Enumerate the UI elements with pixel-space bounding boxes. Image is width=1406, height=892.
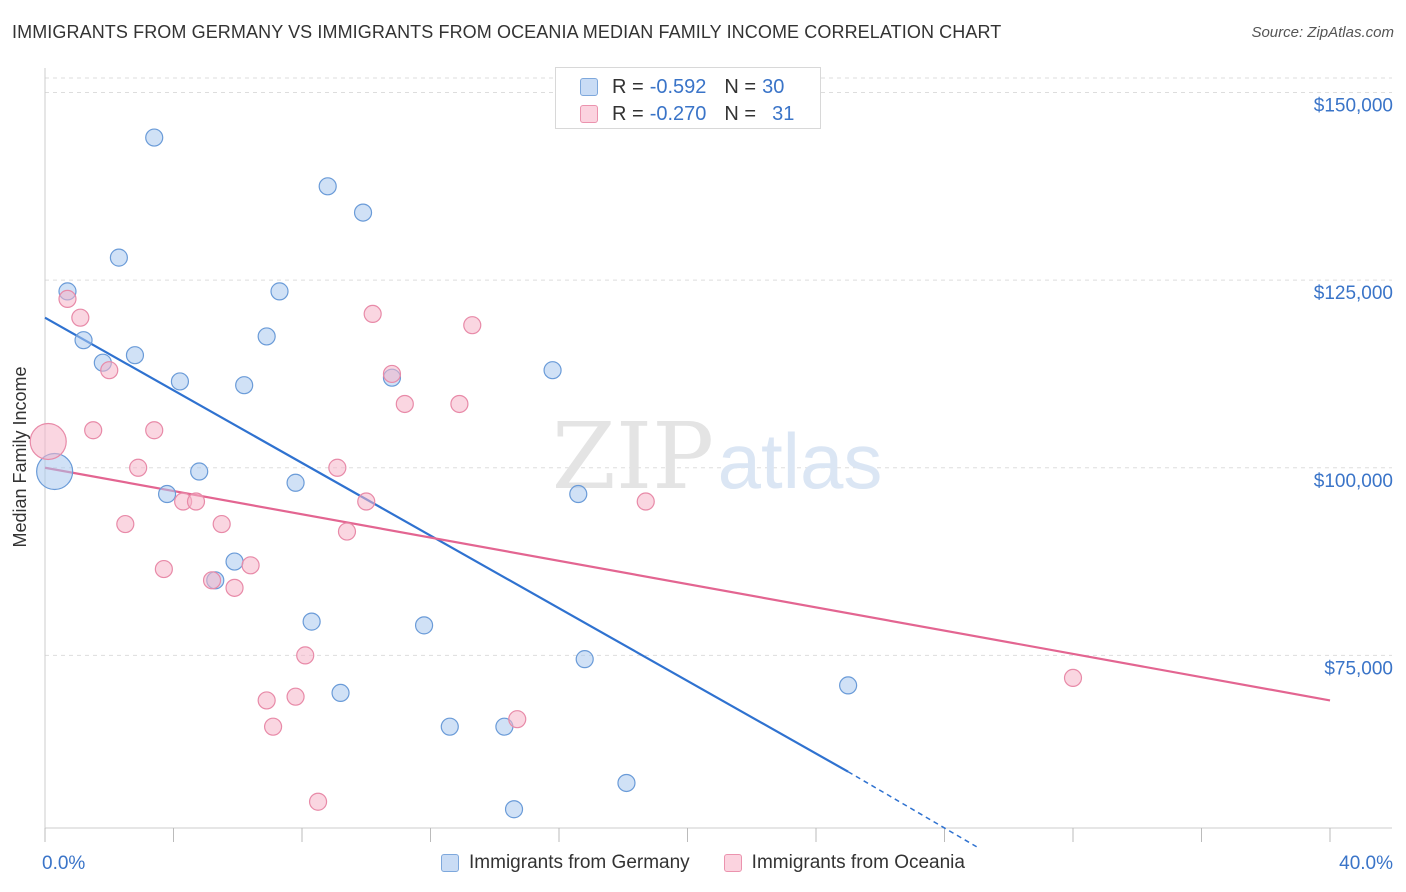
y-tick-label: $75,000	[1324, 658, 1393, 679]
point-germany	[190, 462, 209, 481]
watermark-atlas: atlas	[718, 417, 883, 505]
trend-line-germany	[44, 316, 849, 773]
stats-legend: R = -0.592 N = 30 R = -0.270 N = 31	[555, 67, 821, 129]
stats-r-label: R =	[612, 102, 644, 125]
x-tick-label: 40.0%	[1339, 853, 1393, 874]
point-oceania	[71, 308, 90, 327]
stats-r-value: -0.592	[649, 75, 707, 98]
axis-labels: $75,000 $100,000 $125,000 $150,000 0.0% 40.0%…	[10, 96, 1393, 874]
point-oceania	[58, 289, 77, 309]
stats-row-oceania: R = -0.270 N = 31	[580, 101, 794, 127]
x-tick-label: 0.0%	[42, 853, 85, 874]
point-oceania	[100, 361, 119, 380]
point-oceania	[186, 492, 206, 511]
point-oceania	[129, 458, 148, 477]
point-oceania	[257, 691, 276, 710]
point-oceania	[154, 559, 173, 579]
point-germany	[74, 331, 93, 350]
point-oceania	[1063, 668, 1083, 688]
point-germany	[440, 717, 459, 736]
stats-n-label: N =	[724, 102, 757, 125]
point-germany	[302, 612, 321, 631]
chart-title: IMMIGRANTS FROM GERMANY VS IMMIGRANTS FR…	[12, 22, 1002, 42]
stats-r-value: -0.270	[649, 102, 707, 125]
legend-swatch-oceania	[723, 854, 742, 872]
point-germany	[504, 800, 524, 819]
point-germany	[270, 282, 289, 301]
stats-r-label: R =	[612, 75, 644, 98]
y-tick-label: $100,000	[1314, 471, 1393, 492]
y-tick-label: $150,000	[1314, 96, 1393, 117]
stats-swatch-oceania	[580, 105, 598, 123]
point-germany	[286, 473, 305, 492]
legend-label-germany: Immigrants from Germany	[469, 852, 690, 873]
point-oceania	[286, 687, 305, 706]
point-oceania	[29, 422, 67, 461]
point-germany	[257, 327, 276, 346]
y-tick-label: $125,000	[1314, 283, 1393, 304]
y-axis-label: Median Family Income	[10, 366, 30, 547]
point-oceania	[116, 514, 135, 534]
data-points	[29, 128, 1083, 819]
source-label: Source: ZipAtlas.com	[1251, 24, 1394, 41]
point-oceania	[202, 571, 222, 590]
point-germany	[839, 676, 858, 695]
point-oceania	[263, 717, 283, 736]
point-germany	[145, 128, 164, 147]
watermark: ZIP atlas	[552, 403, 882, 510]
point-oceania	[212, 514, 231, 534]
point-germany	[109, 248, 128, 267]
point-germany	[414, 616, 434, 635]
point-oceania	[363, 304, 382, 324]
point-oceania	[463, 316, 482, 335]
legend-item-oceania: Immigrants from Oceania	[723, 852, 965, 874]
bottom-legend: Immigrants from Germany Immigrants from …	[0, 852, 1406, 874]
point-germany	[235, 376, 254, 395]
point-oceania	[508, 710, 527, 729]
stats-n-value: 30	[762, 75, 785, 98]
point-oceania	[328, 458, 347, 477]
trend-extension-germany	[847, 771, 978, 848]
point-oceania	[145, 421, 164, 440]
stats-swatch-germany	[580, 78, 598, 96]
point-oceania	[84, 421, 103, 440]
stats-n-value: 31	[772, 102, 795, 125]
point-germany	[157, 484, 177, 504]
legend-item-germany: Immigrants from Germany	[441, 852, 690, 874]
point-oceania	[241, 556, 260, 575]
point-oceania	[395, 394, 414, 414]
point-oceania	[382, 364, 402, 384]
point-germany	[125, 346, 145, 365]
legend-label-oceania: Immigrants from Oceania	[751, 852, 965, 873]
point-germany	[170, 372, 190, 391]
point-germany	[318, 177, 337, 196]
point-germany	[331, 683, 350, 703]
stats-n-label: N =	[724, 75, 757, 98]
point-germany	[543, 361, 562, 380]
legend-swatch-germany	[441, 854, 460, 872]
point-oceania	[337, 522, 357, 541]
point-oceania	[636, 492, 655, 511]
stats-row-germany: R = -0.592 N = 30	[580, 74, 784, 100]
point-germany	[225, 552, 244, 571]
point-oceania	[308, 792, 328, 811]
trend-lines	[44, 316, 1331, 848]
point-germany	[575, 650, 594, 669]
point-oceania	[357, 492, 376, 511]
trend-line-oceania	[44, 466, 1331, 702]
point-oceania	[450, 394, 469, 414]
point-oceania	[296, 646, 315, 665]
point-germany	[617, 773, 636, 793]
point-germany	[353, 203, 373, 222]
point-germany	[569, 484, 588, 504]
point-oceania	[225, 578, 244, 597]
